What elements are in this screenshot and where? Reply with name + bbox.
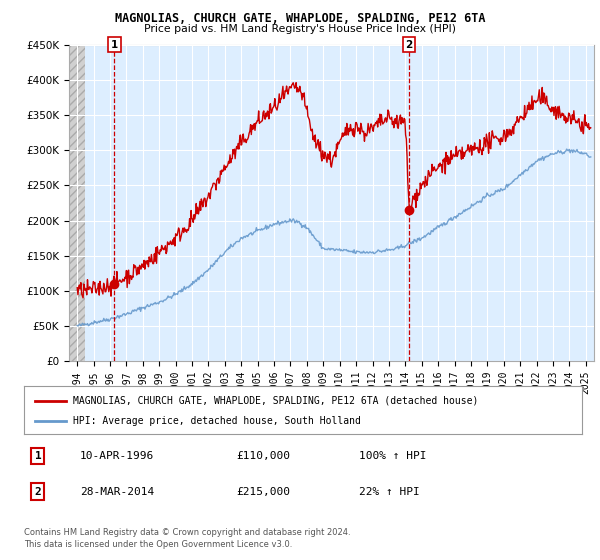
Text: Contains HM Land Registry data © Crown copyright and database right 2024.: Contains HM Land Registry data © Crown c… xyxy=(24,528,350,536)
Text: £110,000: £110,000 xyxy=(236,451,290,461)
Text: MAGNOLIAS, CHURCH GATE, WHAPLODE, SPALDING, PE12 6TA: MAGNOLIAS, CHURCH GATE, WHAPLODE, SPALDI… xyxy=(115,12,485,25)
Text: 2: 2 xyxy=(35,487,41,497)
Text: 1: 1 xyxy=(111,40,118,50)
Text: 1: 1 xyxy=(35,451,41,461)
Text: HPI: Average price, detached house, South Holland: HPI: Average price, detached house, Sout… xyxy=(73,416,361,426)
Text: 22% ↑ HPI: 22% ↑ HPI xyxy=(359,487,419,497)
Text: 100% ↑ HPI: 100% ↑ HPI xyxy=(359,451,426,461)
Text: £215,000: £215,000 xyxy=(236,487,290,497)
Text: 28-MAR-2014: 28-MAR-2014 xyxy=(80,487,154,497)
Bar xyxy=(69,45,85,361)
Text: This data is licensed under the Open Government Licence v3.0.: This data is licensed under the Open Gov… xyxy=(24,540,292,549)
Text: MAGNOLIAS, CHURCH GATE, WHAPLODE, SPALDING, PE12 6TA (detached house): MAGNOLIAS, CHURCH GATE, WHAPLODE, SPALDI… xyxy=(73,396,478,405)
Text: 10-APR-1996: 10-APR-1996 xyxy=(80,451,154,461)
Text: 2: 2 xyxy=(406,40,413,50)
Text: Price paid vs. HM Land Registry's House Price Index (HPI): Price paid vs. HM Land Registry's House … xyxy=(144,24,456,34)
